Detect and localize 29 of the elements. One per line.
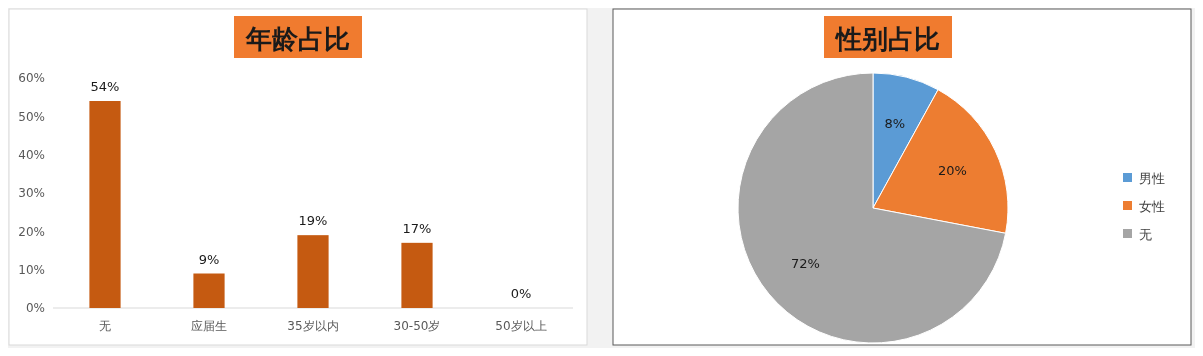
- bar: [297, 235, 329, 308]
- data-label: 0%: [510, 286, 532, 301]
- y-tick-label: 20%: [18, 224, 45, 239]
- chart-title: 性别占比: [834, 24, 940, 54]
- y-tick-label: 0%: [25, 301, 45, 316]
- y-tick-label: 40%: [18, 147, 45, 162]
- data-label: 8%: [884, 115, 906, 131]
- data-label: 54%: [90, 79, 120, 94]
- bar: [193, 273, 225, 308]
- x-tick-label: 50岁以上: [495, 319, 547, 333]
- bar: [89, 101, 121, 308]
- x-tick-label: 无: [99, 319, 111, 333]
- y-tick-label: 50%: [18, 109, 45, 124]
- legend-label: 无: [1139, 226, 1152, 242]
- x-tick-label: 应届生: [191, 319, 227, 333]
- x-tick-label: 35岁以内: [287, 319, 339, 333]
- data-label: 9%: [198, 251, 220, 267]
- data-label: 17%: [402, 220, 432, 236]
- chart-title: 年龄占比: [245, 24, 350, 54]
- y-tick-label: 60%: [18, 71, 45, 86]
- legend-label: 女性: [1139, 198, 1165, 214]
- x-tick-label: 30-50岁: [393, 319, 441, 333]
- data-label: 72%: [790, 256, 820, 272]
- data-label: 20%: [937, 163, 967, 179]
- y-tick-label: 10%: [18, 262, 45, 277]
- bar: [401, 242, 433, 308]
- y-tick-label: 30%: [18, 186, 45, 201]
- legend-label: 男性: [1139, 170, 1165, 186]
- data-label: 19%: [298, 213, 328, 229]
